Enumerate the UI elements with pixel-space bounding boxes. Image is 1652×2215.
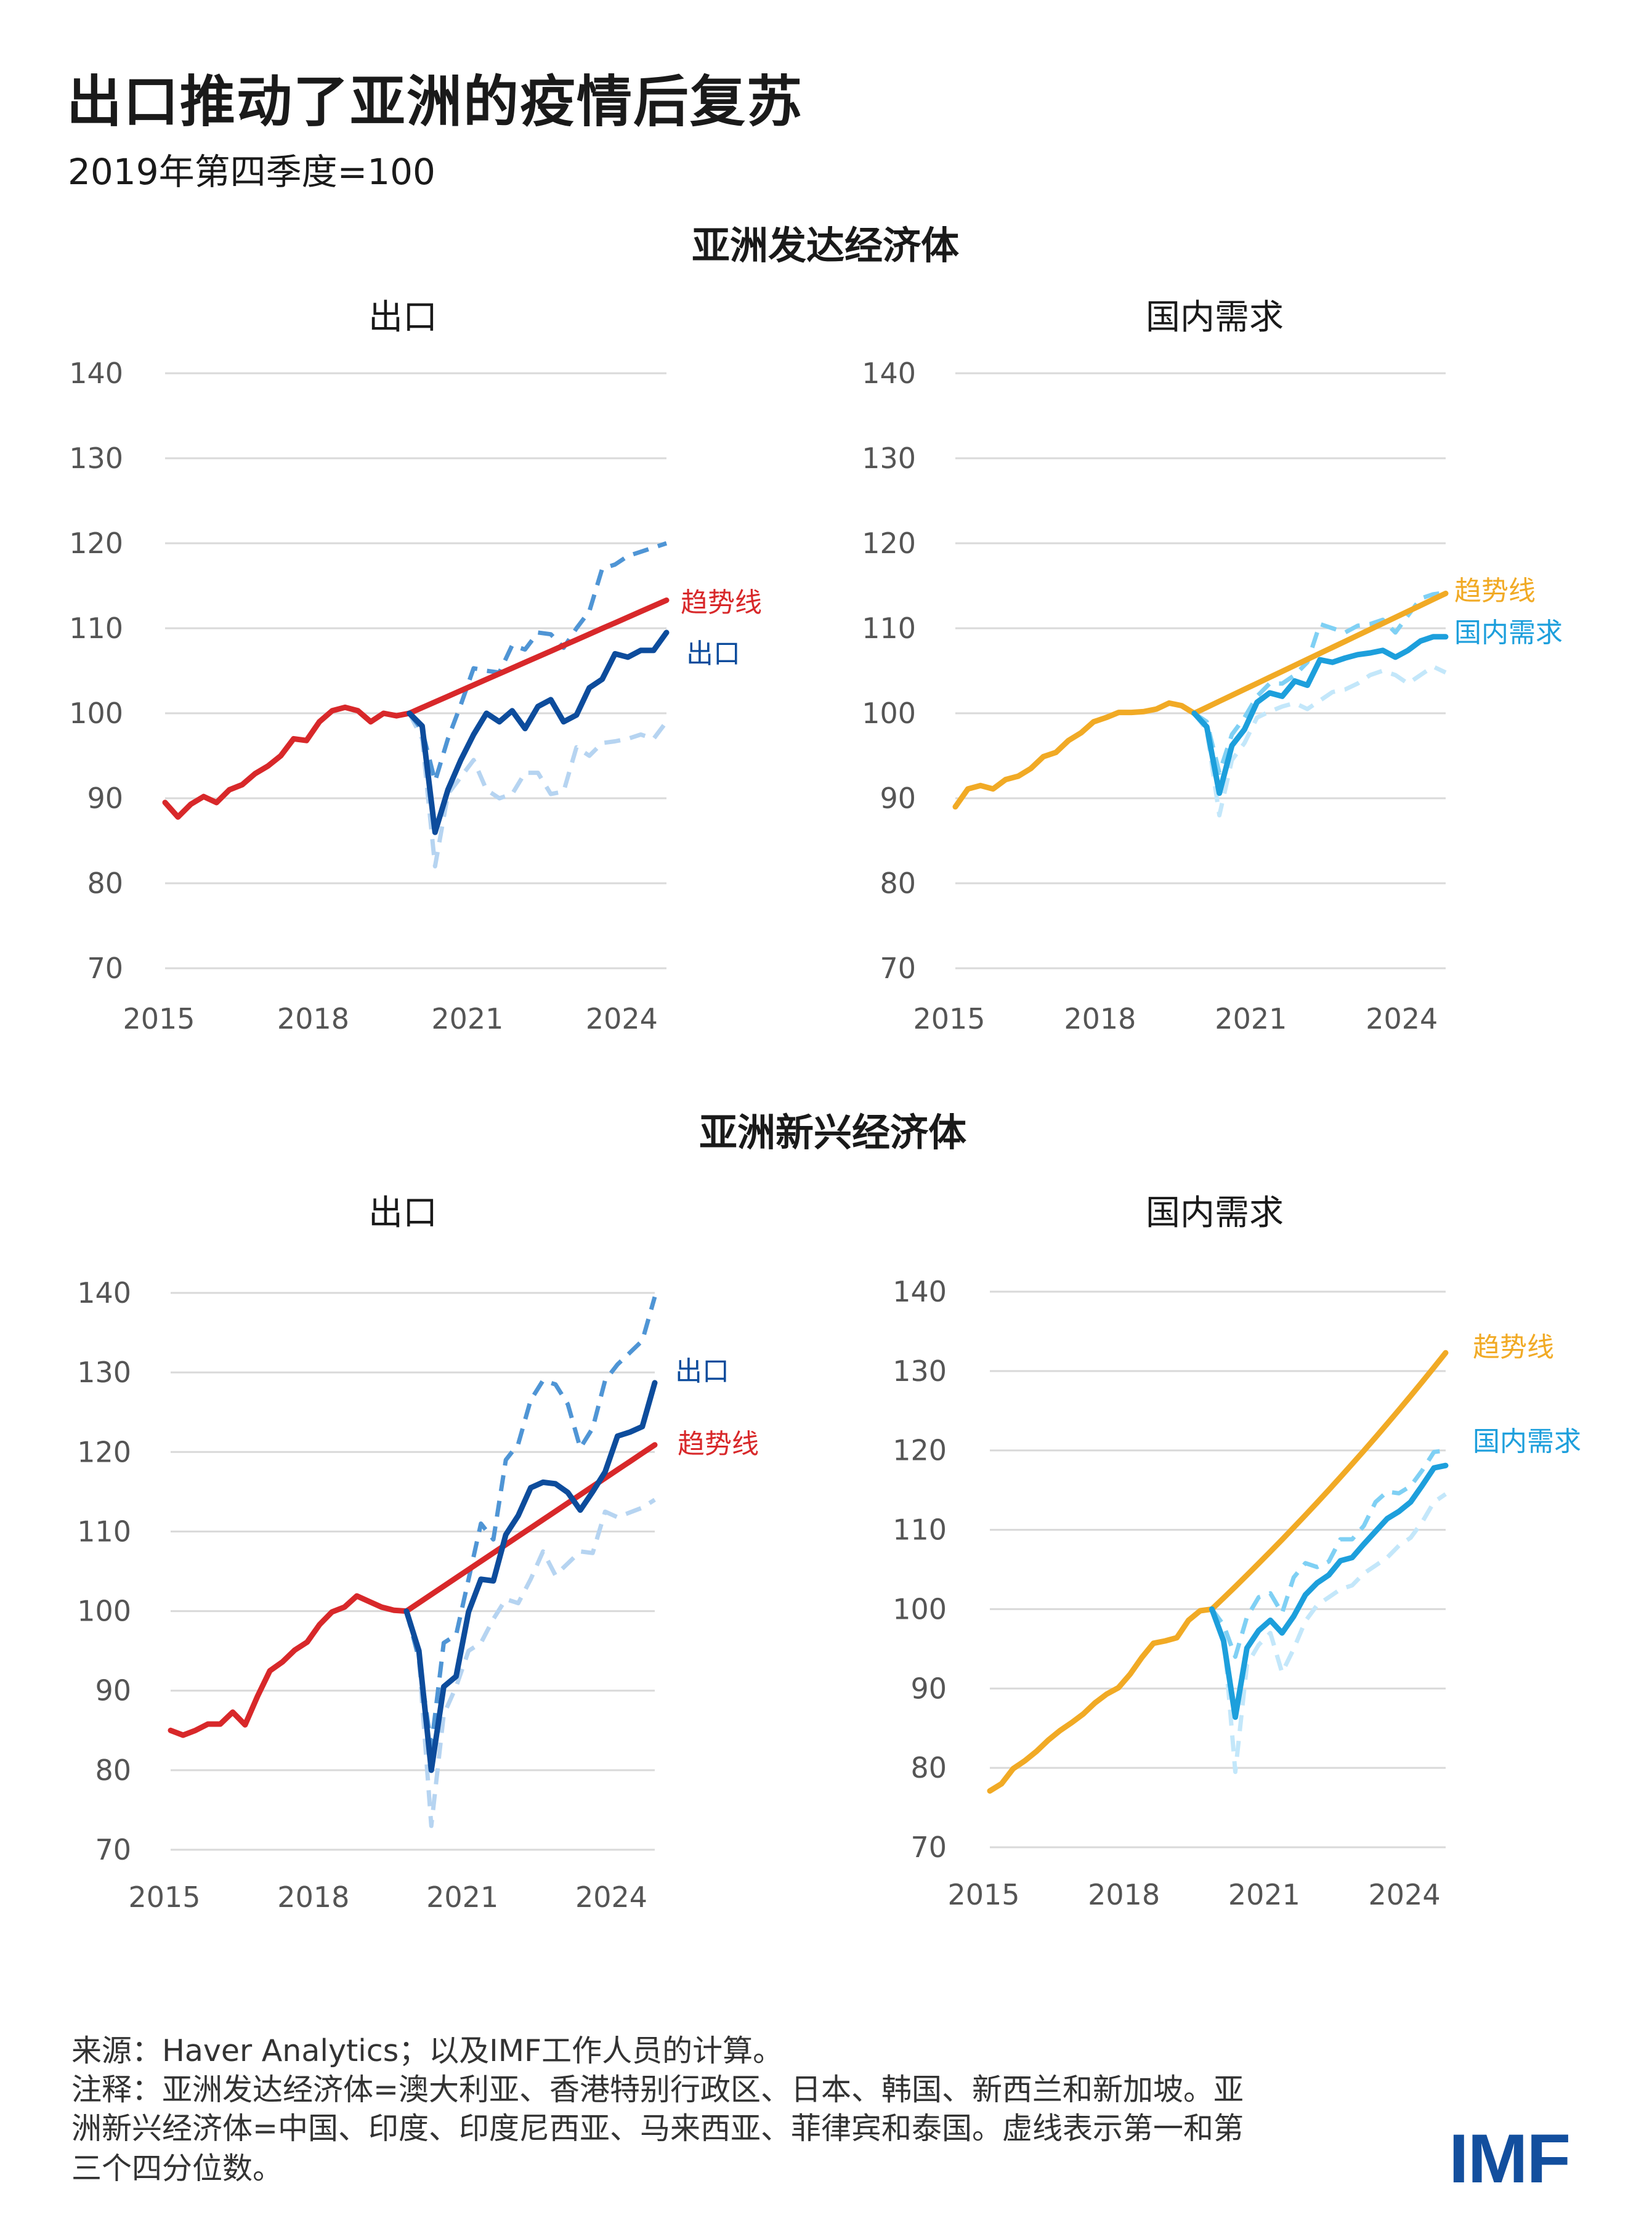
footer-note-line: 注释：亚洲发达经济体=澳大利亚、香港特别行政区、日本、韩国、新西兰和新加坡。亚 — [71, 2072, 1244, 2107]
chart-ae-dd: 140 130 120 110 100 90 80 70 2015 2018 2021 2024 趋势线… — [862, 357, 1563, 1035]
y-tick-label: 80 — [880, 867, 916, 900]
y-tick-label: 140 — [862, 357, 916, 390]
footer-note-line: 洲新兴经济体=中国、印度、印度尼西亚、马来西亚、菲律宾和泰国。虚线表示第一和第 — [71, 2111, 1244, 2146]
x-tick-label: 2018 — [277, 1881, 349, 1914]
x-tick-label: 2015 — [913, 1002, 985, 1035]
y-tick-label: 90 — [87, 782, 123, 815]
panel-title-em-exports: 出口 — [368, 1193, 437, 1233]
series-trend-line — [407, 597, 670, 716]
x-tick-label: 2018 — [277, 1002, 349, 1035]
y-tick-label: 100 — [893, 1592, 947, 1626]
legend-median-label: 出口 — [686, 638, 740, 670]
panel-title-em-dd: 国内需求 — [1146, 1193, 1284, 1233]
series-q1-dashed-line — [1192, 664, 1447, 818]
y-tick-label: 70 — [87, 952, 123, 985]
x-tick-label: 2018 — [1088, 1878, 1160, 1911]
y-tick-label: 90 — [880, 782, 916, 815]
y-tick-label: 100 — [862, 697, 916, 730]
y-tick-label: 90 — [910, 1672, 947, 1705]
y-tick-label: 100 — [77, 1595, 131, 1628]
y-tick-label: 70 — [880, 952, 916, 985]
y-tick-label: 110 — [862, 612, 916, 645]
y-tick-label: 110 — [893, 1513, 947, 1547]
series-median-line — [403, 1380, 658, 1773]
x-tick-label: 2024 — [1366, 1002, 1438, 1035]
y-tick-label: 120 — [77, 1435, 131, 1468]
series-q1-dashed-line — [404, 1497, 656, 1828]
series-trend-line — [1209, 1350, 1449, 1612]
legend-median-label: 国内需求 — [1454, 617, 1563, 649]
legend-median-label: 出口 — [675, 1356, 729, 1387]
x-tick-label: 2015 — [947, 1878, 1019, 1911]
chart-em-exports: 140 130 120 110 100 90 80 70 2015 2018 2021 2024 出口趋… — [77, 1276, 759, 1914]
y-tick-label: 80 — [87, 867, 123, 900]
series-history-line — [952, 700, 1197, 810]
series-q1-dashed-line — [1210, 1492, 1447, 1775]
series-trend-line — [1191, 590, 1449, 716]
x-tick-label: 2024 — [1369, 1878, 1441, 1911]
x-tick-label: 2024 — [575, 1881, 647, 1914]
footer-source: 来源：Haver Analytics；以及IMF工作人员的计算。 — [71, 2033, 783, 2068]
panel-title-ae-dd: 国内需求 — [1146, 298, 1284, 338]
legend-trend-label: 趋势线 — [681, 587, 762, 618]
y-tick-label: 110 — [77, 1515, 131, 1548]
y-tick-label: 120 — [893, 1434, 947, 1467]
chart-subtitle: 2019年第四季度=100 — [68, 151, 435, 193]
y-tick-label: 130 — [862, 442, 916, 475]
y-tick-label: 130 — [69, 442, 123, 475]
legend-trend-label: 趋势线 — [1473, 1332, 1554, 1363]
footer-note-line: 三个四分位数。 — [71, 2151, 283, 2186]
y-tick-label: 80 — [910, 1751, 947, 1784]
x-tick-label: 2021 — [431, 1002, 503, 1035]
y-tick-label: 130 — [893, 1355, 947, 1388]
series-trend-line — [403, 1442, 658, 1614]
panel-title-ae-exports: 出口 — [368, 298, 437, 338]
series-history-line — [168, 1593, 410, 1738]
x-tick-label: 2015 — [123, 1002, 195, 1035]
series-q1-dashed-line — [407, 712, 668, 869]
section-heading-emerging: 亚洲新兴经济体 — [698, 1110, 967, 1155]
y-tick-label: 110 — [69, 612, 123, 645]
y-tick-label: 130 — [77, 1356, 131, 1389]
y-tick-label: 90 — [95, 1674, 131, 1707]
x-tick-label: 2021 — [1215, 1002, 1287, 1035]
y-tick-label: 140 — [893, 1275, 947, 1308]
y-tick-label: 120 — [862, 527, 916, 560]
x-tick-label: 2015 — [128, 1881, 200, 1914]
y-tick-label: 70 — [95, 1833, 131, 1866]
series-median-line — [1209, 1462, 1449, 1720]
series-median-line — [1191, 634, 1449, 796]
x-tick-label: 2021 — [426, 1881, 498, 1914]
chart-title: 出口推动了亚洲的疫情后复苏 — [67, 70, 803, 134]
y-tick-label: 80 — [95, 1754, 131, 1787]
y-tick-label: 70 — [910, 1831, 947, 1864]
x-tick-label: 2021 — [1228, 1878, 1300, 1911]
x-tick-label: 2024 — [586, 1002, 658, 1035]
series-q3-dashed-line — [407, 541, 668, 784]
y-tick-label: 120 — [69, 527, 123, 560]
legend-median-label: 国内需求 — [1473, 1426, 1581, 1457]
y-tick-label: 140 — [77, 1276, 131, 1310]
series-q3-dashed-line — [1210, 1448, 1446, 1659]
series-median-line — [407, 630, 670, 835]
series-history-line — [162, 704, 413, 820]
series-q3-dashed-line — [1192, 590, 1446, 775]
legend-trend-label: 趋势线 — [1454, 575, 1536, 607]
section-heading-advanced: 亚洲发达经济体 — [691, 223, 960, 268]
series-q3-dashed-line — [404, 1296, 657, 1749]
imf-logo: IMF — [1449, 2120, 1571, 2197]
legend-trend-label: 趋势线 — [678, 1428, 759, 1460]
y-tick-label: 140 — [69, 357, 123, 390]
x-tick-label: 2018 — [1064, 1002, 1136, 1035]
y-tick-label: 100 — [69, 697, 123, 730]
series-history-line — [987, 1606, 1215, 1794]
